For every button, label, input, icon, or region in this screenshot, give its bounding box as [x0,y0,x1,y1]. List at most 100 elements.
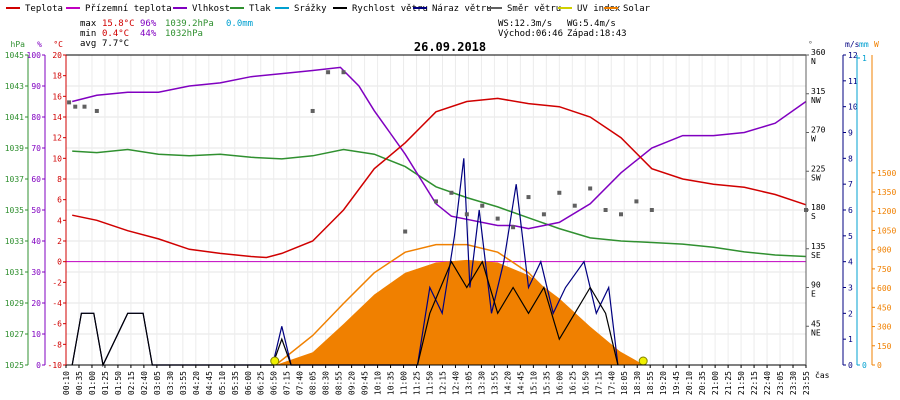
x-tick-label: 13:55 [490,371,499,395]
humidity-tick-label: 0 [36,361,41,370]
wind-dir-tick-compass: SE [811,251,821,260]
x-tick-label: 08:30 [322,371,331,395]
wind-speed-tick-label: 9 [848,129,853,138]
wind-dir-tick-compass: S [811,212,816,221]
rain-tick-label: 1 [862,54,867,63]
x-tick-label: 18:55 [646,371,655,395]
temperature-tick-label: -10 [48,361,63,370]
legend: Teplota Přízemní teplota Vlhkost Tlak Srážky… [6,4,651,14]
wind-wg: WG:5.4m/s [567,19,616,29]
x-tick-label: 01:00 [88,371,97,395]
pressure-tick-label: 1035 [5,206,24,215]
solar-tick-label: 0 [877,361,882,370]
series-solar-theory [275,243,643,366]
legend-swatch-0 [6,7,20,9]
legend-label-7: Směr větru [507,4,561,14]
humidity-tick-label: 100 [27,51,42,60]
humidity-tick-label: 60 [31,175,41,184]
legend-label-3: Tlak [249,4,271,14]
x-tick-label: 20:10 [685,371,694,395]
wind-dir-tick-compass: NE [811,328,821,337]
x-tick-label: 14:20 [503,371,512,395]
x-tick-label: 13:30 [477,371,486,395]
x-tick-label: 08:05 [309,371,318,395]
humidity-tick-label: 30 [31,268,41,277]
wind-speed-tick-label: 12 [848,51,858,60]
x-tick-label: 09:45 [361,371,370,395]
pressure-tick-label: 1029 [5,299,24,308]
legend-swatch-7 [488,7,502,9]
wind-dir-point-11 [480,203,485,208]
wind-dir-point-3 [94,108,99,113]
x-tick-label: 06:00 [244,371,253,395]
legend-label-2: Vlhkost [192,4,230,14]
wind-dir-point-10 [464,212,469,217]
solar-axis-unit: W [874,40,879,49]
wind-dir-point-9 [449,190,454,195]
x-tick-label: 01:50 [114,371,123,395]
x-tick-label: 21:00 [711,371,720,395]
wind-dir-point-0 [67,100,72,105]
x-tick-label: 00:35 [75,371,84,395]
x-tick-label: 17:15 [594,371,603,395]
x-tick-label: 16:50 [581,371,590,395]
x-tick-label: 07:40 [296,371,305,395]
axes: hPa1045104310411039103710351033103110291… [5,40,897,395]
x-tick-label: 19:20 [659,371,668,395]
pressure-tick-label: 1025 [5,361,24,370]
wind-ws: WS:12.3m/s [498,19,552,29]
stats-label-2: avg [80,39,96,49]
x-tick-label: 17:40 [607,371,616,395]
wind-dir-tick-compass: N [811,57,816,66]
wind-dir-point-14 [526,195,531,200]
humidity-tick-label: 50 [31,206,41,215]
solar-tick-label: 450 [877,303,892,312]
temperature-tick-label: 16 [52,92,62,101]
wind-dir-point-8 [434,199,438,204]
stats-hum-1: 44% [140,29,157,39]
x-tick-label: 01:25 [101,371,110,395]
solar-tick-label: 1200 [877,207,896,216]
legend-label-6: Náraz větru [432,4,492,14]
stats-block: max 15.8°C 96% 1039.2hPa 0.0mm min 0.4°C 44% 103… [80,19,253,49]
humidity-tick-label: 90 [31,82,41,91]
stats-temp-0: 15.8°C [102,19,135,29]
x-tick-label: 04:20 [192,371,201,395]
chart-title: 26.09.2018 [414,40,486,54]
wind-dir-tick-compass: NW [811,96,821,105]
humidity-tick-label: 80 [31,113,41,122]
wind-info-block: WS:12.3m/s WG:5.4m/s Východ:06:46 Západ:18:… [498,19,627,39]
pressure-axis-unit: hPa [11,40,26,49]
sunrise: Východ:06:46 [498,29,563,39]
temperature-tick-label: 18 [52,72,62,81]
pressure-tick-label: 1027 [5,330,24,339]
wind-dir-tick-compass: W [811,135,816,144]
x-tick-label: 14:45 [516,371,525,395]
solar-tick-label: 900 [877,246,892,255]
x-tick-label: 11:25 [413,371,422,395]
sunrise-marker [270,356,280,366]
wind-speed-tick-label: 7 [848,180,853,189]
series-solar [275,259,643,365]
x-tick-label: 23:05 [776,371,785,395]
x-tick-label: 03:05 [153,371,162,395]
solar-tick-label: 1050 [877,226,896,235]
pressure-tick-label: 1037 [5,175,24,184]
temperature-tick-label: 6 [57,196,62,205]
rain-tick-label: 0 [862,361,867,370]
solar-tick-label: 1350 [877,188,896,197]
temperature-tick-label: -8 [52,340,62,349]
wind-dir-point-13 [511,225,516,230]
x-tick-label: 05:35 [231,371,240,395]
x-tick-label: 08:55 [335,371,344,395]
stats-press-0: 1039.2hPa [165,19,214,29]
temperature-tick-label: -2 [52,278,62,287]
temperature-tick-label: -6 [52,320,62,329]
wind-dir-point-16 [557,190,562,195]
wind-dir-point-20 [619,212,623,217]
wind-dir-point-4 [310,108,315,113]
x-tick-label: 12:40 [451,371,460,395]
wind-speed-tick-label: 1 [848,335,853,344]
pressure-tick-label: 1039 [5,144,24,153]
